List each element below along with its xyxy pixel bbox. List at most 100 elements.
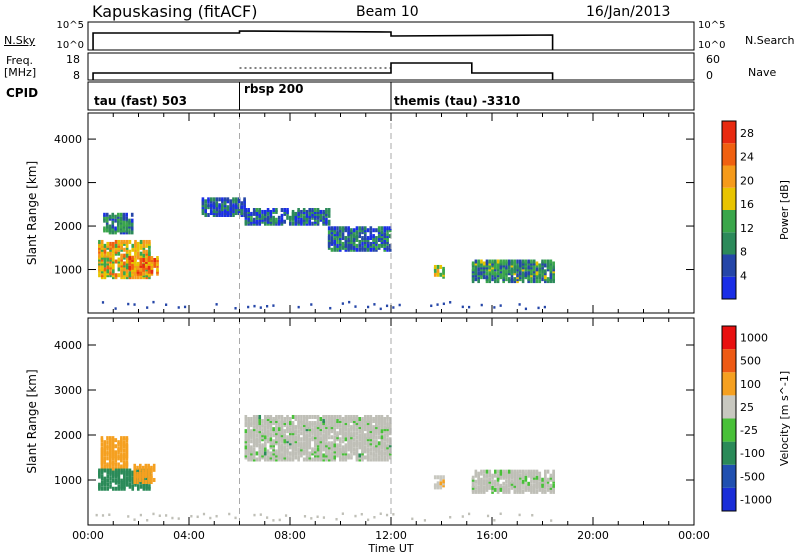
- cell: [372, 228, 375, 233]
- cell: [494, 479, 497, 484]
- cell: [244, 449, 248, 454]
- cell: [280, 445, 284, 450]
- cell: [117, 466, 120, 471]
- cell: [302, 427, 306, 432]
- cell: [519, 485, 522, 490]
- cell: [252, 208, 256, 212]
- cell: [275, 425, 278, 430]
- cell: [297, 435, 300, 440]
- cell: [341, 302, 344, 305]
- cell: [333, 419, 337, 424]
- cell: [388, 445, 392, 450]
- cell: [538, 279, 542, 284]
- cell: [280, 453, 284, 458]
- cell: [355, 230, 359, 235]
- cell: [266, 437, 270, 442]
- cell: [228, 512, 231, 516]
- cell: [499, 485, 503, 490]
- cell: [388, 441, 392, 446]
- cell: [524, 485, 528, 490]
- cell: [269, 457, 273, 462]
- cell: [141, 475, 145, 480]
- cell: [385, 513, 389, 517]
- cell: [325, 433, 328, 438]
- cell: [530, 483, 533, 488]
- cell: [280, 447, 284, 452]
- cell: [106, 478, 110, 483]
- cell: [499, 512, 502, 516]
- cell: [338, 419, 342, 424]
- velocity-cells: [95, 414, 555, 522]
- cell: [477, 271, 480, 276]
- cell: [280, 449, 284, 454]
- cell: [272, 427, 275, 432]
- cell: [133, 303, 136, 306]
- cell: [190, 514, 193, 518]
- cell: [372, 451, 375, 456]
- cell: [280, 421, 284, 426]
- cell: [139, 467, 142, 472]
- cell: [275, 427, 278, 432]
- cell: [319, 449, 323, 454]
- cell: [532, 473, 536, 478]
- cell: [302, 414, 306, 419]
- cell: [117, 450, 120, 455]
- cell: [496, 477, 500, 482]
- cell: [524, 271, 528, 276]
- cell: [383, 455, 387, 460]
- cell: [280, 429, 284, 434]
- cell: [255, 437, 259, 442]
- cell: [316, 441, 320, 446]
- cell: [142, 239, 146, 244]
- cell: [108, 448, 112, 453]
- cell: [319, 439, 323, 444]
- cell: [117, 456, 120, 461]
- cell: [269, 445, 273, 450]
- cell: [507, 277, 511, 282]
- y-tick-label: 3000: [54, 384, 82, 397]
- cell: [139, 477, 142, 482]
- cell: [486, 514, 490, 518]
- cell: [544, 489, 547, 494]
- cell: [108, 460, 112, 465]
- cell: [221, 197, 224, 202]
- cell: [120, 484, 123, 489]
- cell: [375, 443, 378, 448]
- cell: [544, 471, 547, 476]
- cell: [103, 448, 107, 453]
- cell: [272, 417, 275, 421]
- cell: [519, 487, 522, 492]
- cell: [272, 441, 275, 446]
- cell: [286, 208, 289, 212]
- cell: [380, 445, 384, 450]
- cell: [244, 423, 248, 428]
- cell: [538, 477, 542, 482]
- cell: [325, 441, 328, 446]
- colorbar-tick-label: 1000: [740, 332, 768, 345]
- cell: [388, 437, 392, 442]
- cell: [247, 419, 250, 424]
- cell: [544, 475, 547, 480]
- cell: [252, 217, 256, 222]
- cell: [325, 414, 328, 419]
- noise-panel-frame: [87, 21, 695, 51]
- cell: [305, 213, 309, 218]
- cell: [291, 453, 295, 458]
- noise-left-label: N.Sky: [4, 34, 36, 47]
- cell: [513, 475, 517, 480]
- cell: [123, 253, 126, 258]
- cell: [352, 228, 356, 233]
- cell: [288, 429, 292, 434]
- cell: [502, 485, 505, 490]
- cell: [494, 473, 497, 478]
- cell: [103, 466, 107, 471]
- cell: [358, 443, 362, 448]
- cell: [316, 433, 320, 438]
- cell: [311, 447, 314, 452]
- cell: [327, 425, 331, 430]
- cell: [436, 481, 440, 486]
- cell: [505, 485, 508, 490]
- cell: [266, 215, 270, 220]
- cell: [147, 467, 150, 472]
- cell: [383, 226, 387, 231]
